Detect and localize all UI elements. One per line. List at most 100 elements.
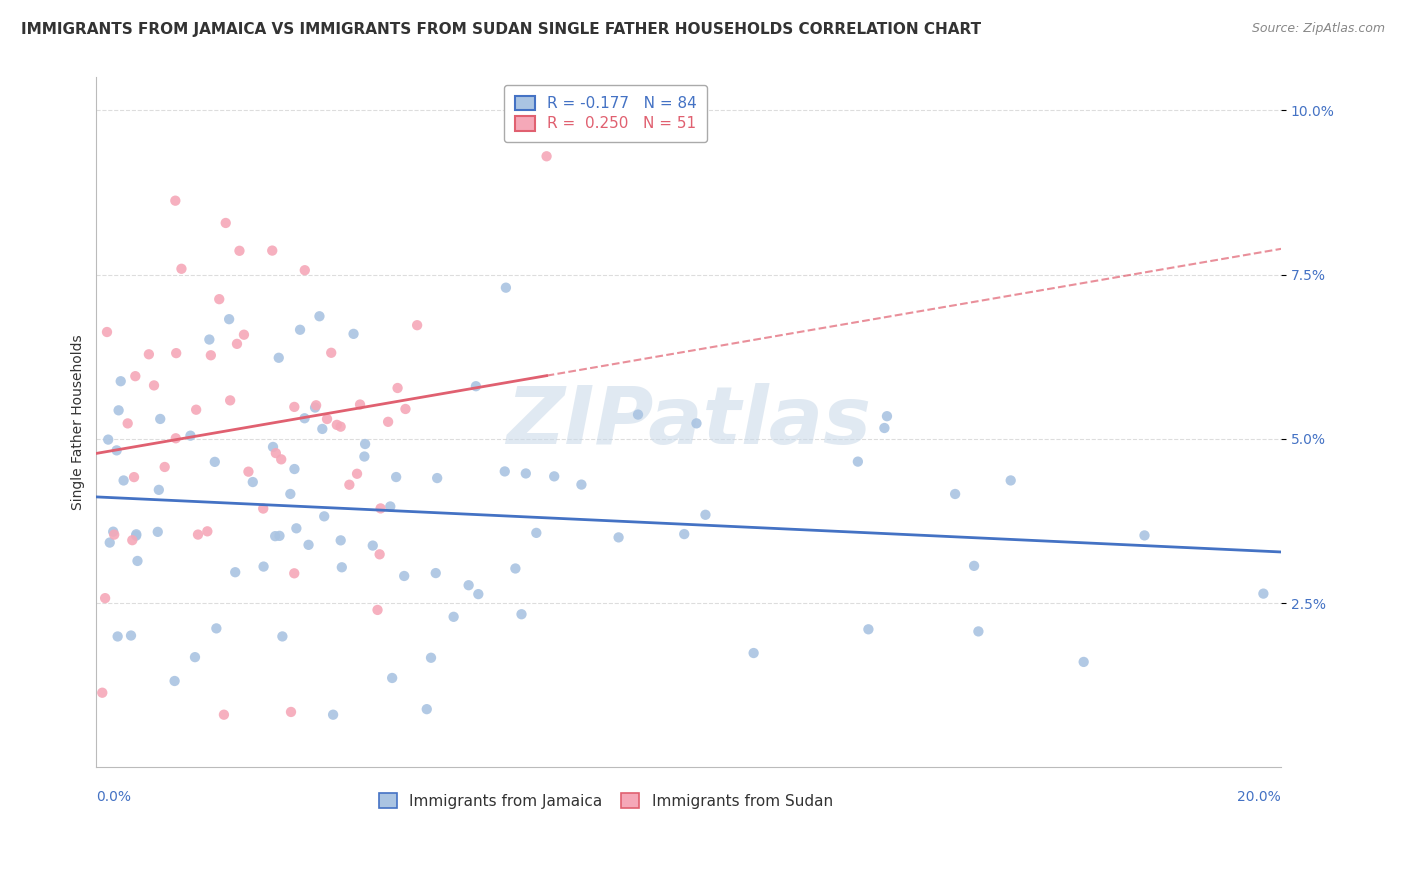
Point [873, 421, 896, 435]
Point [148, 483, 170, 497]
Point [368, 547, 391, 561]
Point [510, 607, 533, 622]
Point [406, 318, 429, 333]
Point [186, 402, 208, 417]
Point [97, 433, 120, 447]
Point [381, 671, 404, 685]
Point [322, 707, 344, 722]
Point [457, 578, 479, 592]
Point [184, 650, 207, 665]
Point [187, 527, 209, 541]
Point [125, 527, 148, 541]
Point [165, 346, 187, 360]
Point [205, 621, 228, 635]
Point [280, 487, 302, 501]
Point [233, 327, 256, 342]
Point [219, 393, 242, 408]
Point [271, 629, 294, 643]
Point [627, 408, 650, 422]
Point [285, 521, 308, 535]
Point [179, 428, 201, 442]
Text: IMMIGRANTS FROM JAMAICA VS IMMIGRANTS FROM SUDAN SINGLE FATHER HOUSEHOLDS CORREL: IMMIGRANTS FROM JAMAICA VS IMMIGRANTS FR… [21, 22, 981, 37]
Point [269, 529, 291, 543]
Point [337, 477, 360, 491]
Point [212, 707, 235, 722]
Point [165, 431, 187, 445]
Point [416, 702, 439, 716]
Point [673, 527, 696, 541]
Point [311, 422, 333, 436]
Point [153, 460, 176, 475]
Point [353, 450, 375, 464]
Point [103, 527, 125, 541]
Point [165, 194, 187, 208]
Point [288, 323, 311, 337]
Point [321, 345, 343, 359]
Point [94, 591, 117, 606]
Point [1253, 586, 1275, 600]
Point [342, 326, 364, 341]
Point [1000, 474, 1022, 488]
Point [226, 336, 249, 351]
Point [349, 398, 371, 412]
Point [963, 558, 986, 573]
Point [495, 280, 517, 294]
Point [394, 401, 416, 416]
Point [536, 149, 558, 163]
Point [1133, 528, 1156, 542]
Point [270, 452, 292, 467]
Point [387, 381, 409, 395]
Point [607, 530, 630, 544]
Point [695, 508, 717, 522]
Text: ZIPatlas: ZIPatlas [506, 384, 872, 461]
Point [107, 403, 129, 417]
Point [112, 474, 135, 488]
Point [685, 417, 707, 431]
Point [329, 419, 352, 434]
Point [283, 462, 305, 476]
Text: 0.0%: 0.0% [97, 789, 131, 804]
Point [420, 650, 443, 665]
Point [543, 469, 565, 483]
Point [195, 524, 218, 539]
Point [124, 369, 146, 384]
Point [143, 378, 166, 392]
Point [858, 622, 880, 636]
Point [304, 401, 326, 415]
Point [91, 686, 114, 700]
Point [264, 529, 287, 543]
Point [392, 569, 415, 583]
Point [505, 561, 527, 575]
Point [330, 560, 353, 574]
Point [224, 566, 246, 580]
Point [361, 539, 384, 553]
Point [385, 470, 408, 484]
Point [1073, 655, 1095, 669]
Point [163, 673, 186, 688]
Point [346, 467, 368, 481]
Point [252, 559, 274, 574]
Point [208, 292, 231, 306]
Point [524, 525, 547, 540]
Point [294, 411, 316, 425]
Point [215, 216, 238, 230]
Point [170, 261, 193, 276]
Point [297, 538, 319, 552]
Text: 20.0%: 20.0% [1237, 789, 1281, 804]
Point [283, 566, 305, 581]
Point [110, 374, 132, 388]
Point [96, 325, 118, 339]
Point [308, 310, 330, 324]
Point [280, 705, 302, 719]
Point [283, 400, 305, 414]
Point [198, 333, 221, 347]
Point [252, 501, 274, 516]
Point [98, 535, 121, 549]
Y-axis label: Single Father Households: Single Father Households [72, 334, 86, 510]
Point [127, 554, 149, 568]
Point [107, 630, 129, 644]
Point [326, 417, 349, 432]
Point [370, 501, 392, 516]
Point [316, 412, 339, 426]
Point [464, 379, 486, 393]
